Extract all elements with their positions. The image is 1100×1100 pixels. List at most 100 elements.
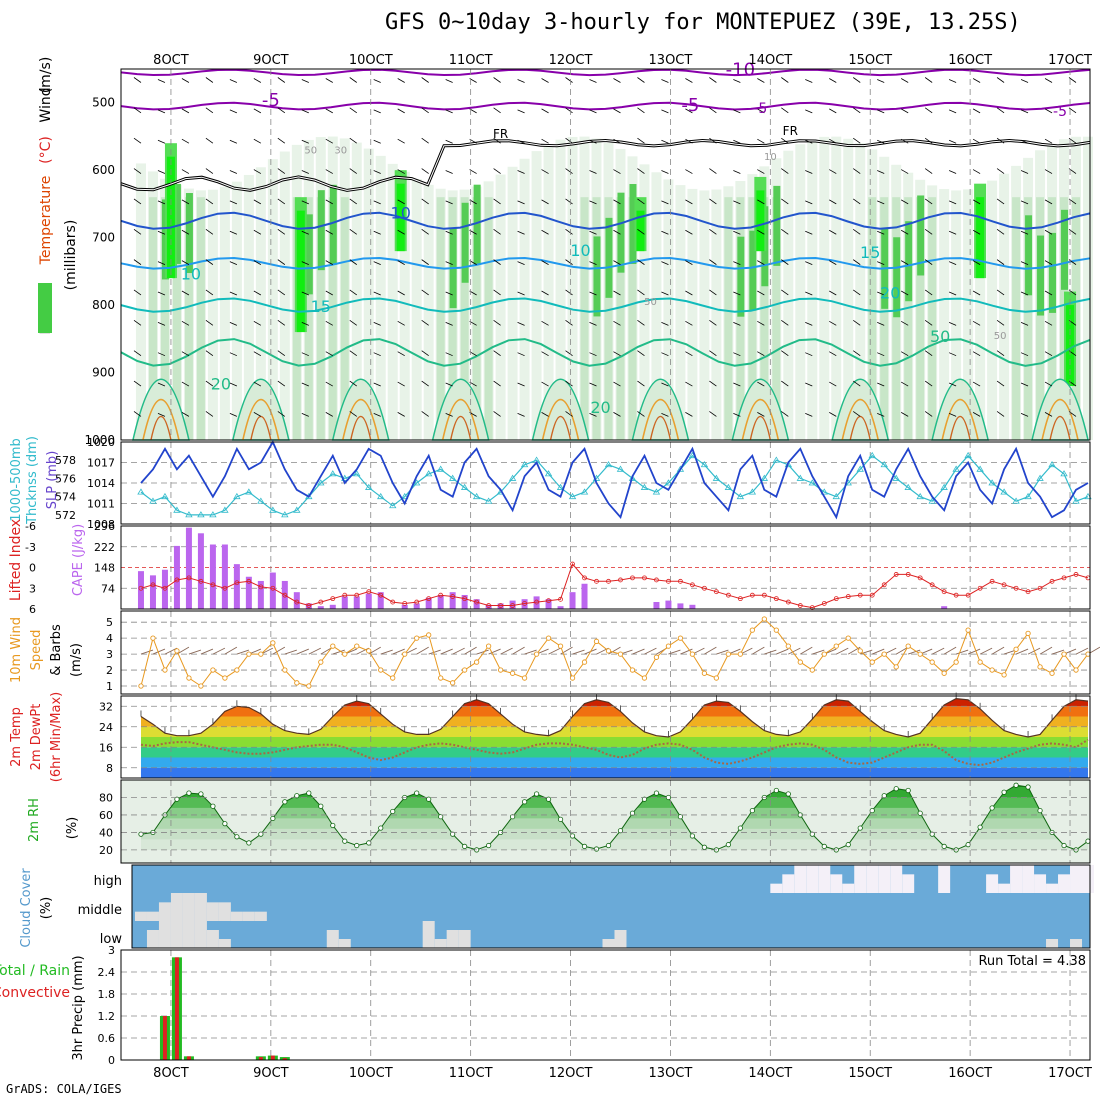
wind-barb [517, 321, 525, 326]
wind-barb [349, 168, 357, 174]
wind-barb [133, 350, 142, 357]
rh-column [1083, 136, 1094, 441]
wind-barb [253, 260, 262, 265]
credit-text: GrADS: COLA/IGES [6, 1082, 122, 1096]
wind-barb [349, 198, 357, 205]
wind-barb [565, 107, 573, 114]
rh2m-unit-label: (%) [65, 817, 80, 840]
surface-wind-barb [296, 648, 309, 655]
rh2m-point [629, 810, 636, 816]
wind-barb [709, 137, 717, 144]
wind-barb [325, 108, 333, 114]
precip-tick: 2.4 [98, 966, 116, 979]
wind-barb [996, 137, 1005, 144]
cloud-high-block [782, 874, 795, 893]
wind10-point [450, 680, 456, 686]
wind-barb [205, 228, 214, 235]
wind10-point [521, 675, 528, 681]
wind10-point [845, 635, 851, 641]
wind-barb [1044, 108, 1053, 114]
wind-barb [948, 261, 957, 265]
cape-bar [581, 583, 588, 609]
thickness-point [412, 479, 421, 486]
wind-barb [325, 199, 333, 205]
wind-barb [277, 168, 286, 174]
wind-barb [205, 77, 214, 83]
wind-barb [781, 137, 789, 144]
wind-barb [445, 413, 453, 417]
rh-column [363, 148, 374, 440]
wind-barb [493, 168, 501, 174]
thickness-point [221, 506, 229, 513]
rh-column-mid [172, 197, 181, 440]
temp-plume-30-9 [949, 415, 971, 441]
wind-barb [829, 229, 837, 235]
rh-column-high [173, 183, 181, 264]
wind-barb [541, 138, 549, 144]
thickness-point [329, 470, 337, 477]
wind-barb [493, 77, 501, 83]
wind-barb [900, 351, 909, 357]
surface-wind-barb [800, 646, 813, 655]
surface-wind-barb [668, 649, 681, 655]
wind-barb [781, 320, 789, 326]
rh-column [423, 184, 434, 440]
wind-barb [205, 320, 214, 326]
thickness-point [508, 474, 517, 481]
wind-barb [661, 139, 669, 144]
rh-column-high [893, 237, 901, 318]
thickness-point [652, 488, 661, 495]
wind-barb [1044, 199, 1053, 205]
cape-bar [425, 597, 432, 609]
wind-barb [373, 352, 381, 357]
wind-barb [805, 291, 813, 296]
wind-barb [157, 109, 166, 114]
contour-label: -5 [1053, 104, 1067, 120]
wind-barb [565, 259, 573, 265]
wind-barb [517, 413, 525, 417]
rh2m-point [366, 840, 372, 846]
wind-barb [972, 229, 981, 235]
cloud-low-block [1070, 939, 1083, 948]
wind-barb [829, 290, 837, 296]
wind-barb [397, 138, 405, 144]
wind-barb [253, 138, 262, 144]
li-point [977, 585, 983, 591]
wind-barb [253, 169, 262, 174]
surface-wind-barb [991, 646, 1005, 655]
wind-barb [685, 199, 693, 205]
rh2m-point [330, 822, 336, 829]
rh2m-point [390, 808, 396, 815]
thickness-point [197, 511, 205, 518]
wind-barb [133, 411, 142, 417]
wind-barb [541, 320, 549, 326]
wind-barb [301, 291, 309, 296]
surface-wind-barb [1051, 649, 1065, 655]
cape-bar [269, 572, 276, 609]
rh-column [975, 186, 986, 440]
thickness-point [988, 479, 996, 486]
wind-barb [637, 289, 645, 296]
rh-column [795, 144, 806, 441]
wind-barb [541, 412, 549, 417]
cape-bar [509, 600, 516, 609]
thickness-point [317, 479, 325, 486]
wind10-label-2: Speed [29, 630, 44, 671]
temp-band-1 [140, 757, 1089, 768]
contour-label: -10 [726, 60, 755, 81]
cloud-low-block [1046, 939, 1059, 948]
rh2m-point [222, 821, 228, 827]
wind-barb [853, 320, 861, 326]
rh-legend-swatch [38, 283, 52, 333]
rh2m-point [306, 790, 312, 796]
temp-frame [120, 695, 1091, 779]
x-tick-bottom: 9OCT [253, 1066, 289, 1081]
x-tick-bottom: 14OCT [748, 1066, 792, 1081]
precip-convective-bar [270, 1055, 275, 1060]
li-point [198, 578, 204, 584]
wind10-point [497, 667, 504, 673]
wind-barb [253, 412, 262, 417]
contour-label: 20 [880, 283, 900, 302]
isotherm-15 [120, 297, 1091, 313]
thickness-point [245, 488, 253, 495]
